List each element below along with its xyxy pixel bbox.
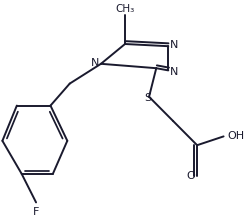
Text: N: N xyxy=(170,40,179,50)
Text: S: S xyxy=(144,93,151,103)
Text: N: N xyxy=(170,66,179,77)
Text: CH₃: CH₃ xyxy=(115,4,135,14)
Text: N: N xyxy=(91,58,99,68)
Text: F: F xyxy=(33,207,39,217)
Text: OH: OH xyxy=(227,131,244,141)
Text: O: O xyxy=(187,171,195,181)
